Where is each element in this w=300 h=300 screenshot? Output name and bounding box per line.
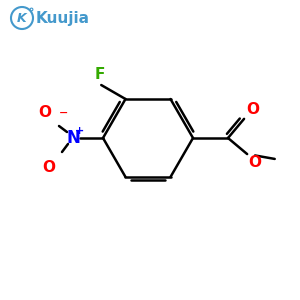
Text: O: O	[38, 105, 51, 120]
Text: K: K	[17, 11, 27, 25]
Text: O: O	[246, 102, 259, 117]
Text: F: F	[95, 67, 105, 82]
Text: O: O	[248, 155, 261, 170]
Text: O: O	[42, 160, 55, 175]
Text: N: N	[66, 129, 80, 147]
Text: Kuujia: Kuujia	[36, 11, 90, 26]
Text: −: −	[59, 108, 68, 118]
Text: +: +	[75, 126, 85, 136]
